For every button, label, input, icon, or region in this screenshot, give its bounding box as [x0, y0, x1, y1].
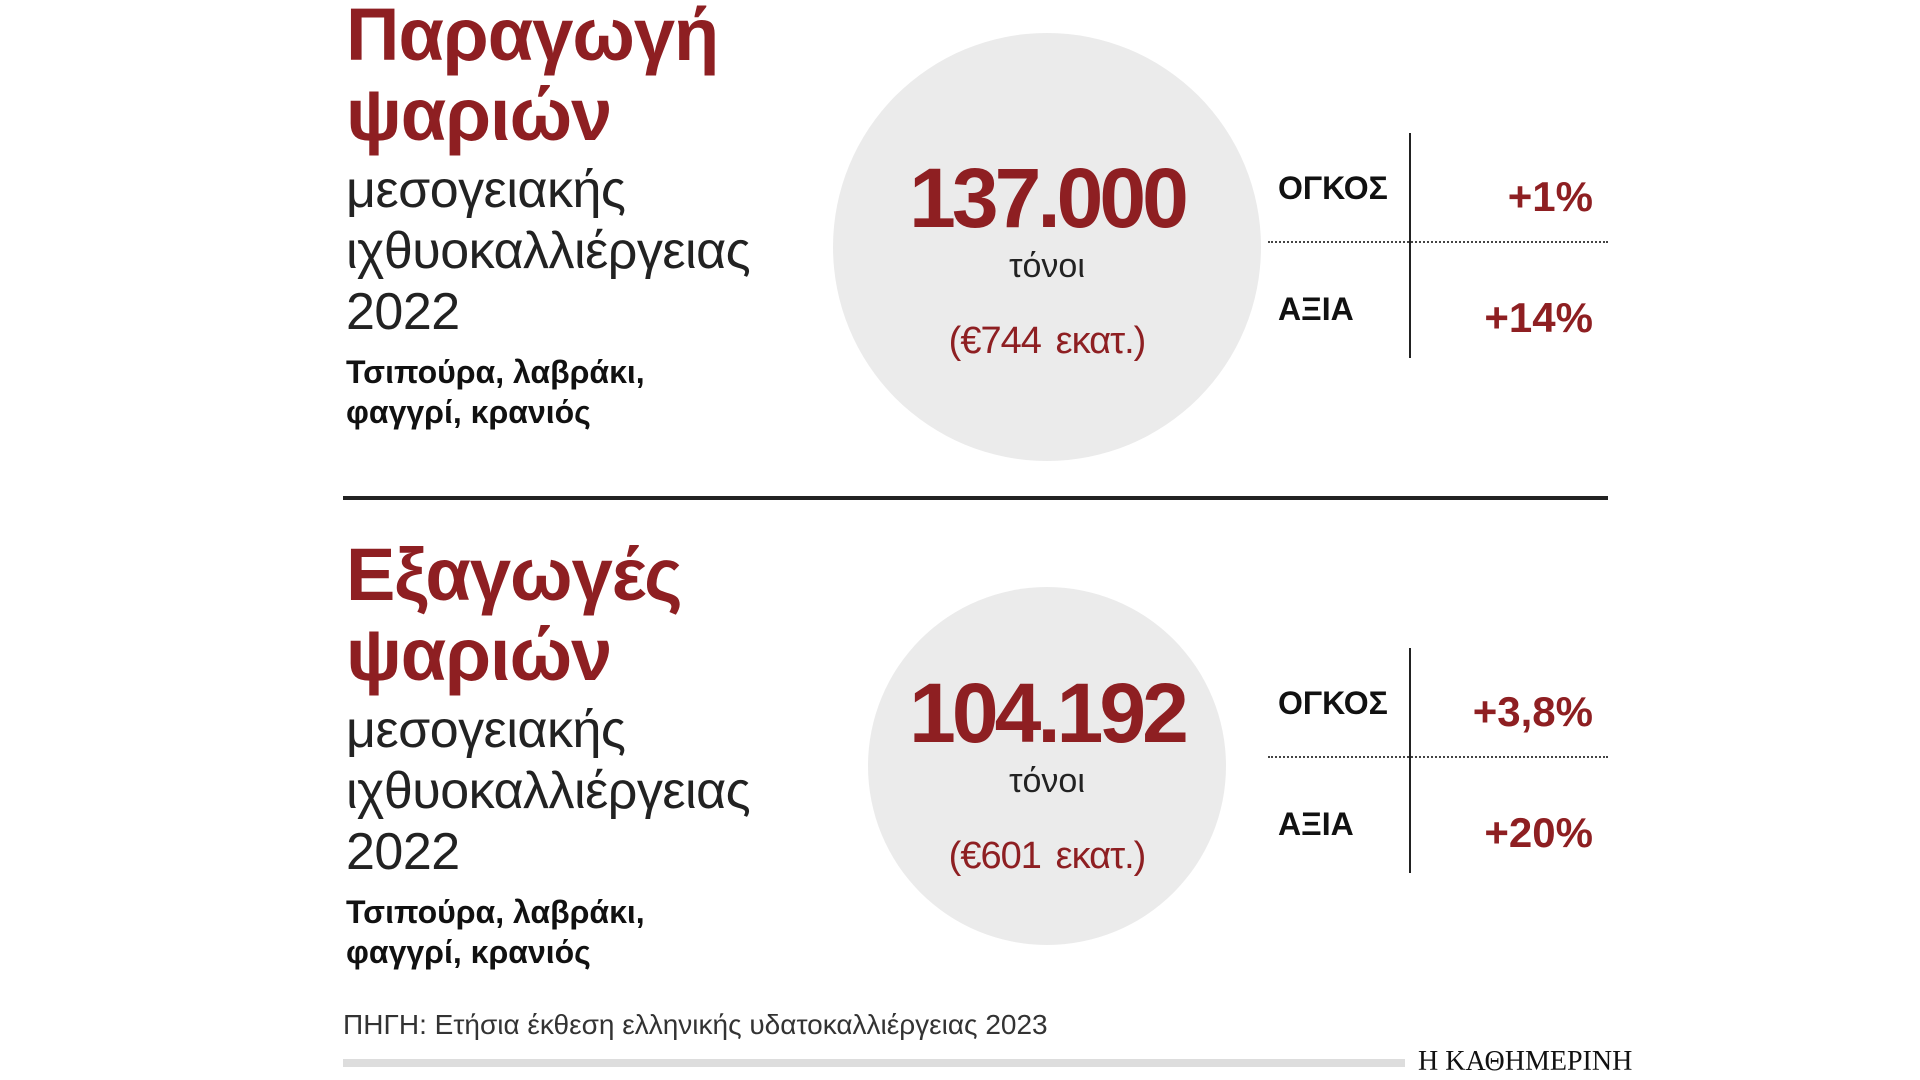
circle: [868, 587, 1226, 945]
circle-amount: (€601 εκατ.): [847, 814, 1247, 878]
brand: Η ΚΑΘΗΜΕΡΙΝΗ: [1418, 1046, 1633, 1077]
subtitle: ιχθυοκαλλιέργειας: [346, 222, 751, 280]
amount: (€601: [948, 835, 1042, 877]
stat-label: ΑΞΙΑ: [1278, 806, 1354, 842]
stat-value: +20%: [1420, 791, 1593, 857]
stat-label: ΑΞΙΑ: [1278, 291, 1354, 327]
separator: [343, 496, 1608, 500]
stat-value: +14%: [1420, 276, 1593, 342]
stat-suffix: %: [1555, 294, 1593, 341]
stats-dots: [1268, 756, 1608, 758]
stats-divider: [1409, 133, 1411, 358]
section-title: Εξαγωγές: [346, 533, 683, 616]
stat-number: +14: [1484, 294, 1556, 341]
footer-bar: [343, 1059, 1405, 1067]
section-title: ψαριών: [346, 613, 612, 696]
stats-divider: [1409, 648, 1411, 873]
amount: (€744: [948, 320, 1042, 362]
subtitle: μεσογειακής: [346, 161, 626, 219]
circle-unit: τόνοι: [1009, 762, 1085, 800]
circle-amount: (€744 εκατ.): [847, 299, 1247, 363]
stat-number: +1: [1507, 173, 1556, 220]
stat-number: +3,8: [1472, 688, 1556, 735]
stat-value: +3,8%: [1420, 670, 1593, 736]
circle-unit: τόνοι: [1009, 247, 1085, 285]
source: ΠΗΓΗ: Ετήσια έκθεση ελληνικής υδατοκαλλι…: [343, 1009, 1048, 1040]
section-title: ψαριών: [346, 73, 612, 156]
detail: Τσιπούρα, λαβράκι,: [346, 894, 645, 930]
section-title: Παραγωγή: [346, 0, 719, 76]
stat-number: +20: [1484, 809, 1556, 856]
circle-number: 137.000: [909, 151, 1189, 245]
circle-number: 104.192: [909, 666, 1189, 760]
circle: [833, 33, 1261, 461]
stat-suffix: %: [1555, 688, 1593, 735]
subtitle: 2022: [346, 823, 460, 881]
stat-value: +1%: [1420, 155, 1593, 221]
amount-unit: εκατ.): [1055, 320, 1147, 362]
subtitle: ιχθυοκαλλιέργειας: [346, 762, 751, 820]
stat-suffix: %: [1555, 809, 1593, 856]
amount-unit: εκατ.): [1055, 835, 1147, 877]
detail: φαγγρί, κρανιός: [346, 934, 591, 970]
detail: φαγγρί, κρανιός: [346, 394, 591, 430]
stat-suffix: %: [1555, 173, 1593, 220]
detail: Τσιπούρα, λαβράκι,: [346, 354, 645, 390]
subtitle: 2022: [346, 283, 460, 341]
stats-dots: [1268, 241, 1608, 243]
subtitle: μεσογειακής: [346, 701, 626, 759]
stat-label: ΟΓΚΟΣ: [1278, 685, 1388, 721]
stat-label: ΟΓΚΟΣ: [1278, 170, 1388, 206]
